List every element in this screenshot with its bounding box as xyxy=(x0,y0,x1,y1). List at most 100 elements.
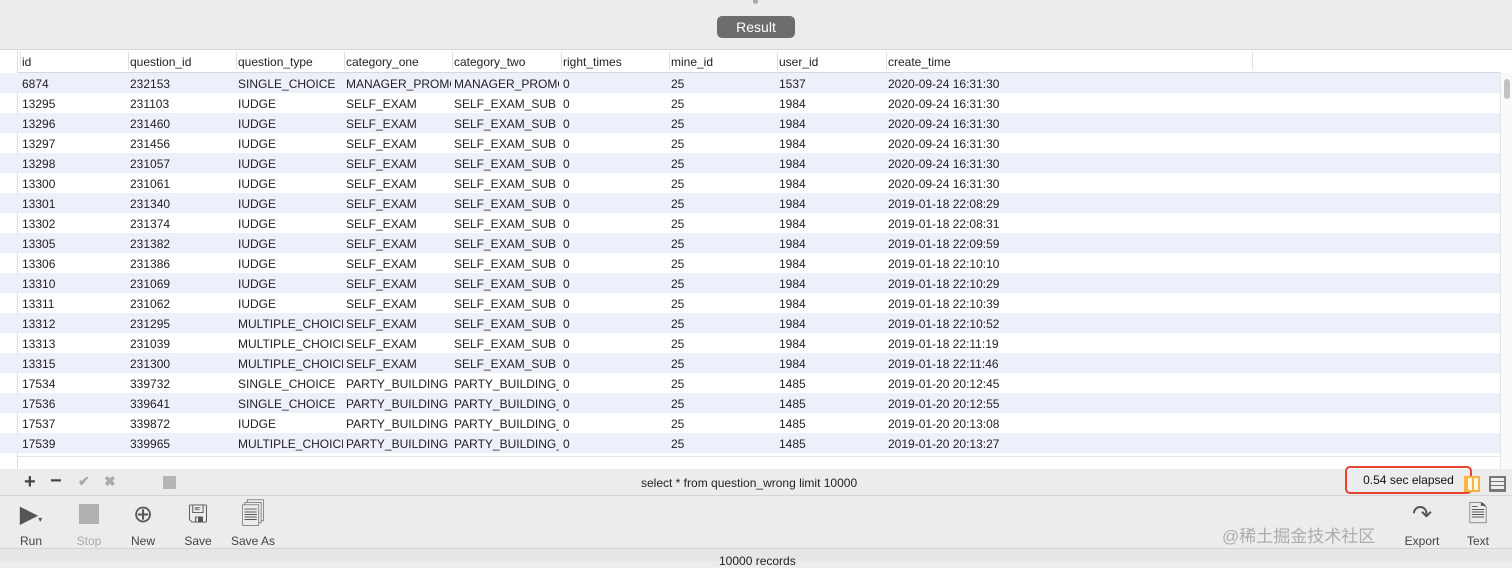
cell-create_time[interactable]: 2019-01-20 20:12:45 xyxy=(888,377,1000,391)
table-row[interactable]: 13301 231340 IUDGE SELF_EXAM SELF_EXAM_SUB 0 2… xyxy=(0,193,1500,213)
cell-right_times[interactable]: 0 xyxy=(563,337,570,351)
cell-question_id[interactable]: 231057 xyxy=(130,157,171,171)
cell-right_times[interactable]: 0 xyxy=(563,197,570,211)
cell-question_id[interactable]: 339965 xyxy=(130,437,171,451)
cell-question_type[interactable]: IUDGE xyxy=(238,297,277,311)
column-header-right_times[interactable]: right_times xyxy=(563,55,622,69)
cell-mine_id[interactable]: 25 xyxy=(671,137,685,151)
cell-id[interactable]: 13296 xyxy=(22,117,56,131)
table-row[interactable]: 13300 231061 IUDGE SELF_EXAM SELF_EXAM_SUB 0 2… xyxy=(0,173,1500,193)
cell-question_id[interactable]: 231456 xyxy=(130,137,171,151)
cell-category_two[interactable]: SELF_EXAM_SUB xyxy=(454,217,557,231)
cell-user_id[interactable]: 1984 xyxy=(779,97,806,111)
vertical-scrollbar[interactable] xyxy=(1500,73,1512,469)
cell-right_times[interactable]: 0 xyxy=(563,437,570,451)
cell-mine_id[interactable]: 25 xyxy=(671,97,685,111)
cell-user_id[interactable]: 1485 xyxy=(779,377,806,391)
cell-question_id[interactable]: 231374 xyxy=(130,217,171,231)
cell-category_two[interactable]: SELF_EXAM_SUB xyxy=(454,257,557,271)
cell-category_two[interactable]: PARTY_BUILDING_ xyxy=(454,437,559,451)
cell-create_time[interactable]: 2019-01-18 22:10:10 xyxy=(888,257,1000,271)
cell-right_times[interactable]: 0 xyxy=(563,317,570,331)
cell-right_times[interactable]: 0 xyxy=(563,217,570,231)
cell-user_id[interactable]: 1984 xyxy=(779,197,806,211)
cell-category_one[interactable]: SELF_EXAM xyxy=(346,237,417,251)
cell-right_times[interactable]: 0 xyxy=(563,77,570,91)
cell-create_time[interactable]: 2019-01-18 22:11:46 xyxy=(888,357,999,371)
table-row[interactable]: 17536 339641 SINGLE_CHOICE PARTY_BUILDING PA… xyxy=(0,393,1500,413)
table-row[interactable]: 17537 339872 IUDGE PARTY_BUILDING PARTY_BUIL… xyxy=(0,413,1500,433)
column-header-user_id[interactable]: user_id xyxy=(779,55,819,69)
cell-category_two[interactable]: SELF_EXAM_SUB xyxy=(454,117,557,131)
cell-mine_id[interactable]: 25 xyxy=(671,397,685,411)
cell-user_id[interactable]: 1984 xyxy=(779,237,806,251)
cell-mine_id[interactable]: 25 xyxy=(671,237,685,251)
run-button[interactable]: ▶▾ Run xyxy=(1,500,61,548)
column-divider[interactable] xyxy=(452,52,453,70)
form-view-icon[interactable] xyxy=(1489,476,1506,492)
cell-create_time[interactable]: 2019-01-18 22:09:59 xyxy=(888,237,1000,251)
cell-user_id[interactable]: 1485 xyxy=(779,437,806,451)
column-header-question_type[interactable]: question_type xyxy=(238,55,313,69)
cell-question_id[interactable]: 231103 xyxy=(130,97,170,111)
cell-category_two[interactable]: PARTY_BUILDING_ xyxy=(454,377,559,391)
cell-category_one[interactable]: SELF_EXAM xyxy=(346,217,417,231)
cell-question_type[interactable]: MULTIPLE_CHOICE xyxy=(238,337,343,351)
table-row[interactable]: 13297 231456 IUDGE SELF_EXAM SELF_EXAM_SUB 0 2… xyxy=(0,133,1500,153)
cell-id[interactable]: 13311 xyxy=(22,297,55,311)
cell-category_one[interactable]: SELF_EXAM xyxy=(346,317,417,331)
cell-question_id[interactable]: 231039 xyxy=(130,337,171,351)
cell-create_time[interactable]: 2020-09-24 16:31:30 xyxy=(888,77,1000,91)
cell-category_two[interactable]: SELF_EXAM_SUB xyxy=(454,237,557,251)
table-row[interactable]: 13305 231382 IUDGE SELF_EXAM SELF_EXAM_SUB 0 2… xyxy=(0,233,1500,253)
cell-question_type[interactable]: IUDGE xyxy=(238,257,277,271)
cell-mine_id[interactable]: 25 xyxy=(671,437,685,451)
cell-id[interactable]: 13305 xyxy=(22,237,56,251)
cell-mine_id[interactable]: 25 xyxy=(671,337,685,351)
export-button[interactable]: ↷ Export xyxy=(1392,500,1452,548)
cell-create_time[interactable]: 2019-01-18 22:08:31 xyxy=(888,217,1000,231)
cell-category_two[interactable]: MANAGER_PROMO xyxy=(454,77,559,91)
cell-id[interactable]: 17536 xyxy=(22,397,56,411)
table-row[interactable]: 13311 231062 IUDGE SELF_EXAM SELF_EXAM_SUB 0 2… xyxy=(0,293,1500,313)
cell-category_one[interactable]: PARTY_BUILDING xyxy=(346,377,449,391)
cell-user_id[interactable]: 1485 xyxy=(779,397,806,411)
cell-id[interactable]: 13300 xyxy=(22,177,56,191)
cell-create_time[interactable]: 2020-09-24 16:31:30 xyxy=(888,137,1000,151)
cell-category_one[interactable]: SELF_EXAM xyxy=(346,257,417,271)
column-header-mine_id[interactable]: mine_id xyxy=(671,55,714,69)
cell-category_two[interactable]: SELF_EXAM_SUB xyxy=(454,177,557,191)
result-button[interactable]: Result xyxy=(717,16,795,38)
cell-mine_id[interactable]: 25 xyxy=(671,217,685,231)
cell-right_times[interactable]: 0 xyxy=(563,237,570,251)
cell-id[interactable]: 17534 xyxy=(22,377,56,391)
cell-question_type[interactable]: MULTIPLE_CHOICE xyxy=(238,437,343,451)
table-row[interactable]: 13306 231386 IUDGE SELF_EXAM SELF_EXAM_SUB 0 2… xyxy=(0,253,1500,273)
column-header-category_one[interactable]: category_one xyxy=(346,55,419,69)
cell-question_id[interactable]: 231382 xyxy=(130,237,171,251)
cell-id[interactable]: 17537 xyxy=(22,417,56,431)
table-row[interactable]: 13315 231300 MULTIPLE_CHOICE SELF_EXAM SELF_… xyxy=(0,353,1500,373)
cell-mine_id[interactable]: 25 xyxy=(671,177,685,191)
cell-right_times[interactable]: 0 xyxy=(563,377,570,391)
grid-view-icon[interactable] xyxy=(1464,476,1480,492)
cell-category_two[interactable]: PARTY_BUILDING_ xyxy=(454,417,559,431)
cell-category_one[interactable]: SELF_EXAM xyxy=(346,97,417,111)
cell-category_one[interactable]: MANAGER_PROMO xyxy=(346,77,451,91)
cell-category_two[interactable]: SELF_EXAM_SUB xyxy=(454,137,557,151)
discard-icon[interactable]: ✖ xyxy=(104,473,116,489)
cell-category_two[interactable]: SELF_EXAM_SUB xyxy=(454,337,557,351)
cell-create_time[interactable]: 2019-01-18 22:10:52 xyxy=(888,317,1000,331)
cell-mine_id[interactable]: 25 xyxy=(671,357,685,371)
cell-question_type[interactable]: MULTIPLE_CHOICE xyxy=(238,357,343,371)
table-row[interactable]: 13296 231460 IUDGE SELF_EXAM SELF_EXAM_SUB 0 2… xyxy=(0,113,1500,133)
cell-question_type[interactable]: IUDGE xyxy=(238,197,277,211)
cell-question_id[interactable]: 339872 xyxy=(130,417,171,431)
column-divider[interactable] xyxy=(344,52,345,70)
column-header-category_two[interactable]: category_two xyxy=(454,55,526,69)
cell-id[interactable]: 13312 xyxy=(22,317,56,331)
cell-user_id[interactable]: 1984 xyxy=(779,257,806,271)
cell-question_type[interactable]: MULTIPLE_CHOICE xyxy=(238,317,343,331)
cell-question_id[interactable]: 339641 xyxy=(130,397,171,411)
cell-mine_id[interactable]: 25 xyxy=(671,197,685,211)
